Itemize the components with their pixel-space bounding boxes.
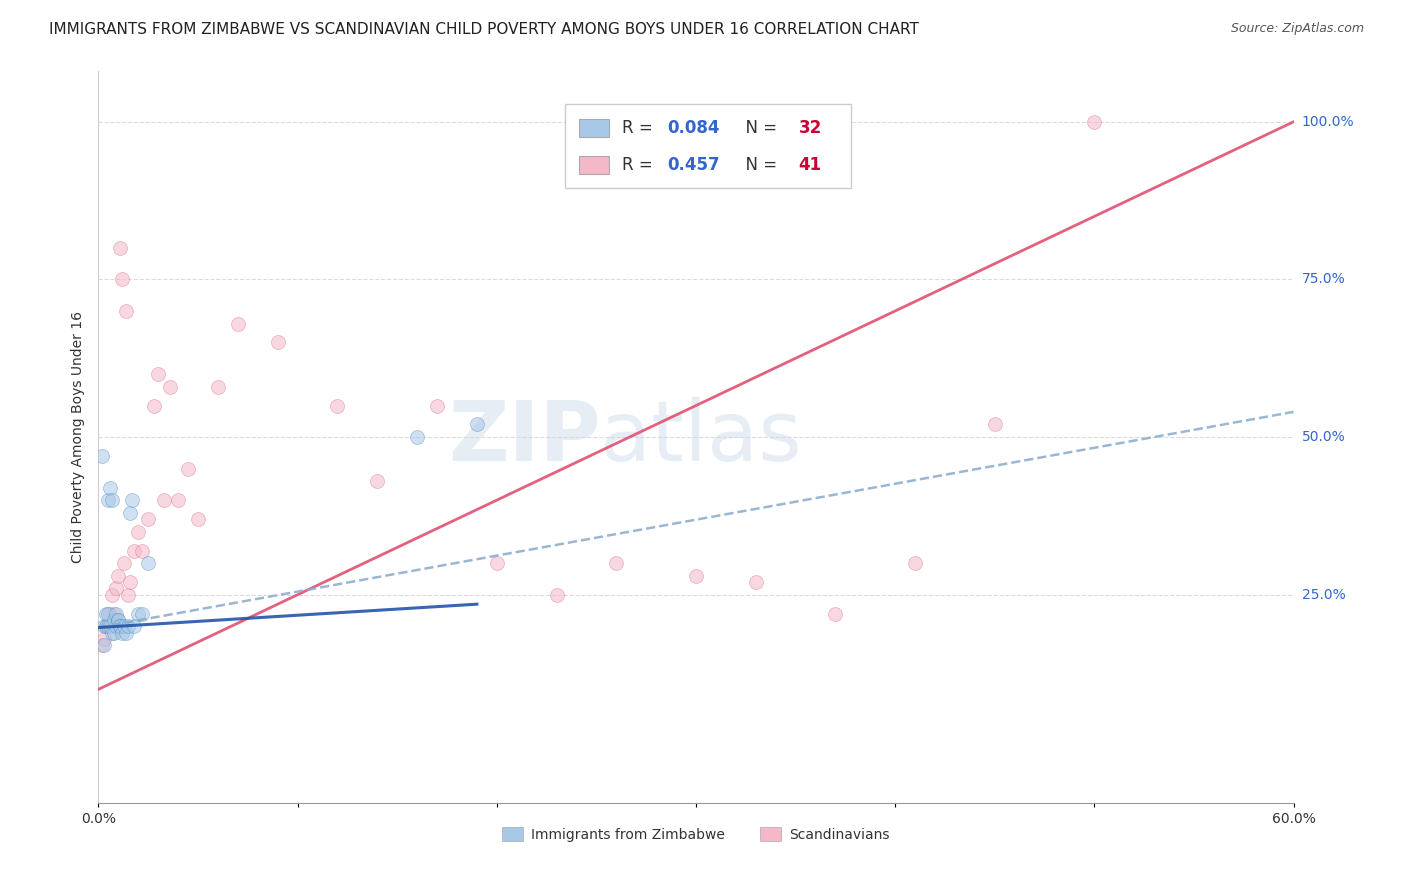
Point	[406, 430, 429, 444]
Text: 0.457: 0.457	[668, 156, 720, 174]
Y-axis label: Child Poverty Among Boys Under 16: Child Poverty Among Boys Under 16	[72, 311, 86, 563]
Point	[110, 619, 132, 633]
Point	[131, 607, 153, 621]
Point	[366, 474, 388, 488]
Point	[143, 399, 166, 413]
Point	[91, 449, 114, 463]
Point	[112, 556, 135, 570]
Point	[121, 493, 143, 508]
Point	[159, 379, 181, 393]
Point	[153, 493, 176, 508]
Text: N =: N =	[735, 156, 783, 174]
Point	[127, 524, 149, 539]
Text: ZIP: ZIP	[449, 397, 600, 477]
Text: R =: R =	[621, 156, 658, 174]
Point	[110, 241, 132, 255]
Point	[101, 493, 124, 508]
Point	[105, 619, 128, 633]
Text: atlas: atlas	[600, 397, 801, 477]
Point	[267, 335, 290, 350]
Point	[97, 493, 120, 508]
Point	[93, 638, 115, 652]
Point	[117, 619, 139, 633]
Point	[148, 367, 170, 381]
Text: 75.0%: 75.0%	[1302, 272, 1346, 286]
Text: 0.084: 0.084	[668, 119, 720, 136]
Point	[685, 569, 707, 583]
FancyBboxPatch shape	[565, 104, 852, 188]
Text: IMMIGRANTS FROM ZIMBABWE VS SCANDINAVIAN CHILD POVERTY AMONG BOYS UNDER 16 CORRE: IMMIGRANTS FROM ZIMBABWE VS SCANDINAVIAN…	[49, 22, 920, 37]
Point	[226, 317, 249, 331]
Point	[131, 543, 153, 558]
Point	[97, 619, 120, 633]
Point	[167, 493, 190, 508]
Point	[904, 556, 927, 570]
Point	[124, 619, 146, 633]
Point	[97, 607, 120, 621]
Text: 100.0%: 100.0%	[1302, 115, 1354, 128]
Text: 25.0%: 25.0%	[1302, 588, 1346, 602]
Point	[93, 619, 115, 633]
Point	[117, 588, 139, 602]
Point	[98, 619, 122, 633]
Point	[115, 304, 138, 318]
Point	[98, 607, 122, 621]
Legend: Immigrants from Zimbabwe, Scandinavians: Immigrants from Zimbabwe, Scandinavians	[496, 822, 896, 847]
Point	[101, 588, 124, 602]
Point	[485, 556, 508, 570]
Point	[136, 512, 159, 526]
FancyBboxPatch shape	[579, 119, 609, 136]
Point	[127, 607, 149, 621]
Text: 50.0%: 50.0%	[1302, 430, 1346, 444]
Text: N =: N =	[735, 119, 783, 136]
Point	[96, 619, 118, 633]
Point	[107, 613, 129, 627]
Point	[110, 619, 132, 633]
Point	[465, 417, 488, 432]
Text: 41: 41	[799, 156, 823, 174]
Point	[111, 625, 134, 640]
Point	[984, 417, 1007, 432]
Point	[105, 582, 128, 596]
Point	[112, 619, 135, 633]
Point	[103, 607, 125, 621]
Point	[120, 575, 142, 590]
Point	[98, 481, 122, 495]
Point	[97, 619, 120, 633]
Point	[93, 632, 115, 646]
Point	[605, 556, 627, 570]
Point	[120, 506, 142, 520]
Point	[207, 379, 229, 393]
Point	[426, 399, 449, 413]
Point	[107, 569, 129, 583]
Point	[103, 613, 125, 627]
Point	[91, 638, 114, 652]
Point	[124, 543, 146, 558]
Point	[187, 512, 209, 526]
Point	[105, 607, 128, 621]
Text: R =: R =	[621, 119, 658, 136]
Point	[546, 588, 568, 602]
Point	[1083, 115, 1105, 129]
FancyBboxPatch shape	[579, 156, 609, 174]
Point	[107, 613, 129, 627]
Point	[101, 625, 124, 640]
Point	[115, 625, 138, 640]
Text: 32: 32	[799, 119, 823, 136]
Point	[326, 399, 349, 413]
Point	[824, 607, 846, 621]
Text: Source: ZipAtlas.com: Source: ZipAtlas.com	[1230, 22, 1364, 36]
Point	[745, 575, 768, 590]
Point	[96, 619, 118, 633]
Point	[136, 556, 159, 570]
Point	[96, 607, 118, 621]
Point	[103, 625, 125, 640]
Point	[111, 272, 134, 286]
Point	[177, 461, 200, 475]
